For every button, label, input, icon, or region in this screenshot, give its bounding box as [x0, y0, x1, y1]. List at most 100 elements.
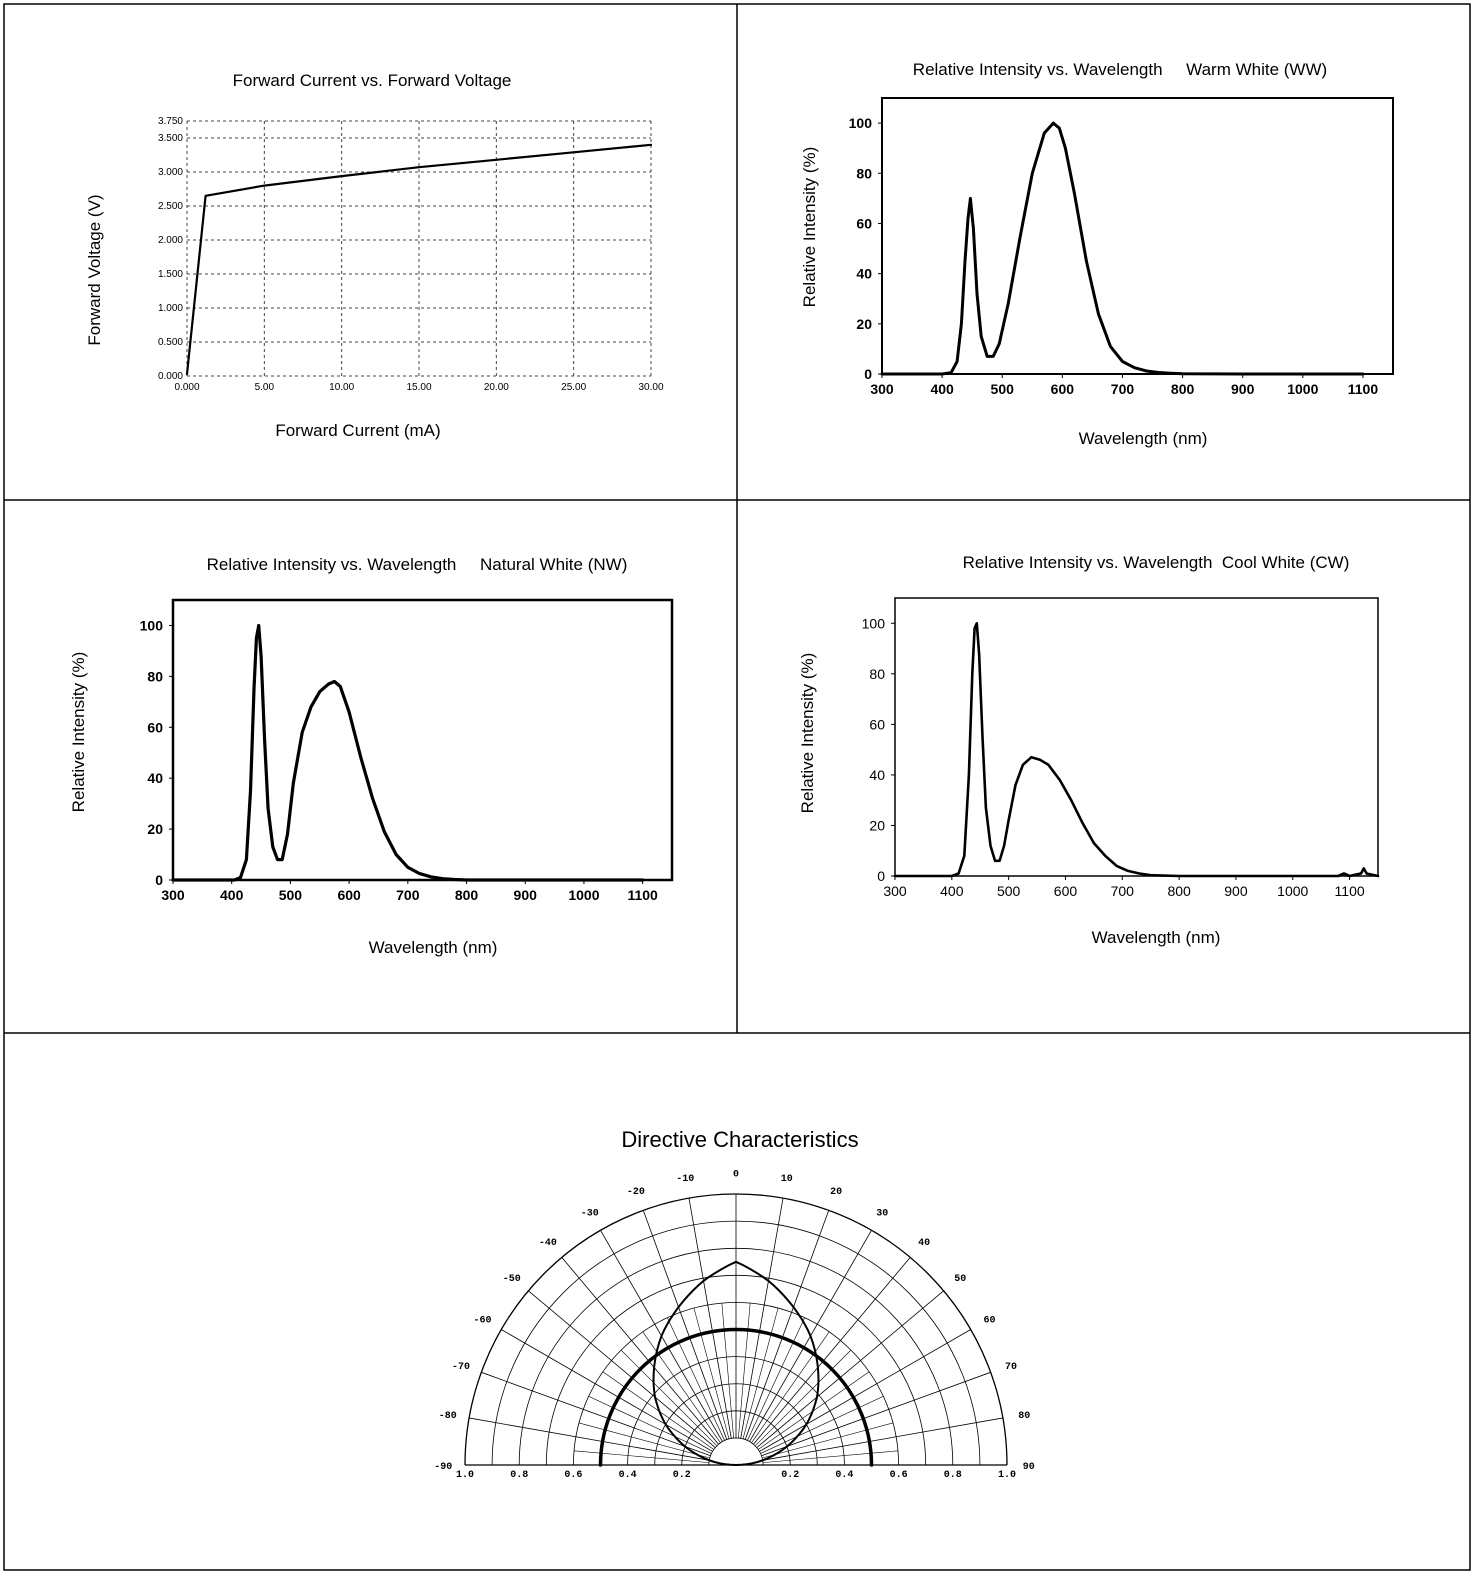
y-tick-label: 60: [856, 215, 872, 231]
y-axis-label: Forward Voltage (V): [85, 194, 104, 345]
angle-spoke-minor: [667, 1317, 725, 1441]
angle-spoke-minor: [760, 1396, 884, 1454]
angle-label: -40: [539, 1238, 557, 1249]
angle-spoke-minor: [620, 1349, 718, 1447]
x-tick-label: 1100: [627, 887, 658, 903]
angle-label: 40: [918, 1238, 930, 1249]
x-tick-label: 600: [1054, 883, 1078, 899]
x-axis-label: Wavelength (nm): [369, 938, 498, 957]
x-axis-label: Wavelength (nm): [1092, 928, 1221, 947]
x-tick-label: 500: [279, 887, 303, 903]
polar-grid: [464, 1193, 1008, 1466]
x-tick-label: 5.00: [255, 382, 275, 393]
y-tick-label: 1.000: [158, 303, 183, 314]
plot-frame: [894, 597, 1379, 877]
x-tick-label: 900: [1224, 883, 1248, 899]
angle-label: -60: [473, 1316, 491, 1327]
angle-spoke: [642, 1210, 728, 1440]
y-tick-label: 60: [869, 716, 885, 732]
angle-spoke: [753, 1257, 911, 1445]
radial-label: 0.6: [890, 1470, 908, 1481]
x-tick-labels: 300 400 500 600 700 800 900 1000 1100: [161, 880, 658, 903]
series-line: [171, 623, 645, 882]
x-tick-label: 800: [1167, 883, 1191, 899]
series-line: [880, 121, 1365, 376]
x-tick-label: 30.00: [638, 382, 663, 393]
angle-spoke: [501, 1329, 713, 1452]
y-axis-label: Relative Intensity (%): [69, 652, 88, 813]
y-tick-label: 0: [155, 872, 163, 888]
angle-spoke-minor: [588, 1396, 712, 1454]
radiation-pattern: [652, 1260, 820, 1466]
y-tick-label: 20: [856, 316, 872, 332]
x-axis-label: Wavelength (nm): [1079, 429, 1208, 448]
x-tick-label: 800: [1171, 381, 1195, 397]
x-tick-label: 600: [337, 887, 361, 903]
chart-title: Forward Current vs. Forward Voltage: [233, 71, 512, 90]
angle-labels: -90 -80 -70 -60 -50 -40 -30 -20 -10 0 10 20 30 40 50 60…: [434, 1169, 1034, 1473]
angle-label: -10: [676, 1174, 694, 1185]
angle-label: 80: [1018, 1411, 1030, 1422]
plot-frame: [171, 598, 674, 882]
y-tick-label: 80: [856, 165, 872, 181]
y-tick-label: 3.750: [158, 116, 183, 127]
radial-label: 0.2: [673, 1470, 691, 1481]
angle-spoke: [740, 1198, 784, 1439]
angle-spoke-minor: [578, 1422, 710, 1459]
angle-spoke: [528, 1290, 716, 1448]
radial-label: 1.0: [998, 1470, 1016, 1481]
x-tick-label: 700: [1111, 381, 1135, 397]
x-tick-label: 25.00: [561, 382, 586, 393]
radial-label: 0.8: [944, 1470, 962, 1481]
angle-spoke-minor: [742, 1307, 779, 1439]
y-tick-labels: 0 20 40 60 80 100: [862, 615, 895, 884]
natural-white-spectrum-chart: Relative Intensity vs. Wavelength Natura…: [69, 555, 674, 957]
x-tick-label: 1000: [568, 887, 599, 903]
angle-spoke-minor: [754, 1349, 852, 1447]
x-tick-label: 500: [991, 381, 1015, 397]
angle-label: -30: [581, 1209, 599, 1220]
angle-label: -20: [627, 1187, 645, 1198]
y-tick-label: 40: [856, 266, 872, 282]
x-tick-label: 1100: [1348, 381, 1379, 397]
x-tick-label: 400: [220, 887, 244, 903]
angle-spoke: [759, 1329, 971, 1452]
angle-spoke-minor: [642, 1331, 721, 1443]
angle-label: 70: [1005, 1362, 1017, 1373]
angle-label: 30: [876, 1209, 888, 1220]
chart-title: Relative Intensity vs. Wavelength Natura…: [207, 555, 628, 574]
angle-spoke-minor: [721, 1302, 734, 1439]
x-tick-label: 0.000: [174, 382, 199, 393]
y-tick-label: 0.000: [158, 371, 183, 382]
x-tick-label: 300: [883, 883, 907, 899]
directive-characteristics-chart: Directive Characteristics -90 -80 -70 -60 -5…: [434, 1127, 1034, 1481]
radial-label: 0.6: [564, 1470, 582, 1481]
y-tick-label: 100: [849, 115, 873, 131]
x-tick-label: 400: [940, 883, 964, 899]
y-tick-label: 40: [869, 767, 885, 783]
radial-label: 0.4: [835, 1470, 853, 1481]
warm-white-spectrum-chart: Relative Intensity vs. Wavelength Warm W…: [800, 60, 1394, 448]
angle-spoke: [481, 1371, 711, 1457]
x-tick-label: 800: [455, 887, 479, 903]
y-tick-label: 20: [147, 821, 163, 837]
cool-white-spectrum-chart: Relative Intensity vs. Wavelength Cool W…: [798, 553, 1380, 947]
x-tick-label: 20.00: [484, 382, 509, 393]
angle-spoke-minor: [693, 1307, 730, 1439]
angle-label: 10: [781, 1174, 793, 1185]
x-tick-label: 300: [870, 381, 894, 397]
forward-voltage-chart: Forward Current vs. Forward Voltage 0.00…: [85, 71, 664, 440]
radial-label: 0.2: [781, 1470, 799, 1481]
radial-label: 0.8: [510, 1470, 528, 1481]
plot-frame: [881, 97, 1394, 375]
angle-label: 90: [1023, 1462, 1035, 1473]
x-tick-labels: 300 400 500 600 700 800 900 1000 1100: [870, 374, 1378, 397]
y-axis-label: Relative Intensity (%): [800, 147, 819, 308]
y-tick-label: 20: [869, 817, 885, 833]
radial-label: 1.0: [456, 1470, 474, 1481]
x-tick-label: 400: [930, 381, 954, 397]
half-intensity-ring: [598, 1327, 874, 1467]
x-tick-label: 300: [161, 887, 185, 903]
angle-label: -50: [503, 1274, 521, 1285]
